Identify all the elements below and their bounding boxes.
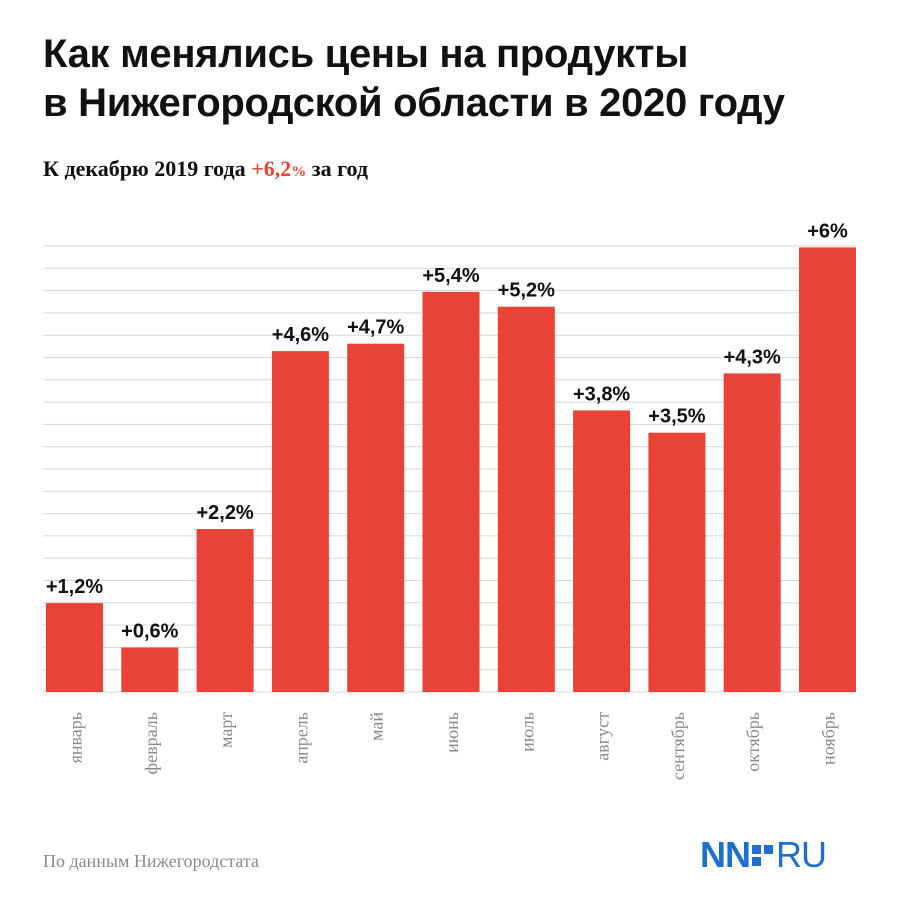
subtitle-value: +6,2 — [251, 156, 292, 181]
bar — [46, 603, 103, 692]
logo-text-right: RU — [776, 834, 827, 875]
data-label: +3,5% — [648, 406, 705, 428]
subtitle-unit: % — [291, 164, 307, 180]
chart-title-line-1: Как менялись цены на продукты — [43, 32, 689, 76]
bar — [648, 432, 706, 692]
bar — [347, 343, 405, 692]
data-label: +2,2% — [196, 502, 253, 524]
x-tick-label: октябрь — [743, 712, 763, 772]
subtitle-suffix: за год — [306, 156, 369, 181]
x-tick-label: январь — [66, 712, 86, 763]
source-note: По данным Нижегородстата — [43, 851, 259, 871]
data-label: +5,2% — [498, 280, 555, 302]
bar — [799, 247, 856, 692]
x-tick-label: сентябрь — [668, 712, 688, 780]
data-label: +4,3% — [724, 346, 781, 368]
bar — [723, 373, 781, 692]
x-tick-label: май — [367, 712, 387, 741]
x-tick-label: ноябрь — [819, 712, 839, 765]
data-label: +6% — [807, 220, 848, 242]
data-label: +4,7% — [347, 317, 404, 339]
x-tick-label: февраль — [141, 712, 161, 775]
subtitle-prefix: К декабрю 2019 года — [43, 156, 252, 181]
chart-title: Как менялись цены на продукты в Нижегоро… — [43, 30, 883, 128]
x-tick-label: август — [593, 712, 613, 761]
data-label: +3,8% — [573, 383, 630, 405]
logo-squares-icon — [752, 844, 773, 866]
bar — [271, 351, 329, 692]
data-label: +1,2% — [46, 576, 103, 598]
data-label: +5,4% — [422, 265, 479, 287]
chart-subtitle: К декабрю 2019 года +6,2% за год — [43, 156, 368, 182]
bar — [422, 291, 480, 692]
x-tick-label: июль — [517, 712, 537, 752]
bar — [121, 647, 179, 692]
data-label: +4,6% — [272, 324, 329, 346]
bar — [196, 529, 254, 692]
data-label: +0,6% — [121, 621, 178, 643]
bar — [497, 306, 555, 692]
x-tick-label: апрель — [291, 712, 311, 764]
x-tick-label: март — [216, 712, 236, 748]
bar — [573, 410, 631, 692]
x-tick-label: июнь — [442, 712, 462, 753]
nn-ru-logo: NN RU — [700, 834, 827, 875]
logo-text-left: NN — [700, 834, 751, 875]
chart-title-line-2: в Нижегородской области в 2020 году — [43, 81, 785, 125]
